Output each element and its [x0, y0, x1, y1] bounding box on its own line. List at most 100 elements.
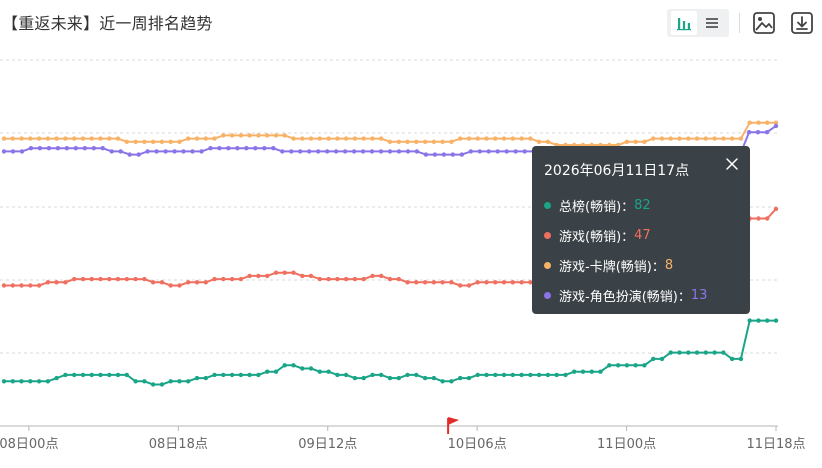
- data-point: [642, 139, 647, 144]
- data-point: [72, 372, 77, 378]
- data-point: [440, 139, 445, 144]
- data-point: [589, 369, 594, 374]
- data-point: [256, 372, 261, 378]
- data-point: [712, 136, 717, 141]
- data-point: [554, 372, 559, 378]
- data-point: [343, 136, 349, 141]
- table-view-button[interactable]: [699, 11, 725, 35]
- data-point: [221, 133, 226, 138]
- data-point: [273, 270, 279, 275]
- data-point: [333, 149, 339, 154]
- data-point: [396, 149, 402, 154]
- data-point: [352, 276, 358, 282]
- series-overall: [1, 318, 779, 387]
- data-point: [19, 136, 24, 141]
- close-icon[interactable]: [724, 156, 740, 172]
- data-point: [1, 136, 7, 141]
- data-point: [335, 372, 340, 378]
- data-point: [168, 139, 173, 144]
- data-point: [405, 139, 410, 144]
- data-point: [747, 318, 752, 323]
- data-point: [466, 136, 472, 141]
- data-point: [351, 149, 357, 154]
- data-point: [238, 372, 244, 378]
- save-image-button[interactable]: [750, 9, 778, 37]
- data-point: [528, 372, 533, 378]
- series-dot: [544, 201, 551, 209]
- data-point: [633, 139, 638, 144]
- data-point: [686, 350, 691, 355]
- data-point: [405, 280, 410, 285]
- chart-view-button[interactable]: [671, 11, 697, 35]
- data-point: [504, 149, 509, 154]
- data-point: [422, 375, 428, 381]
- data-point: [307, 149, 312, 154]
- data-point: [432, 152, 438, 157]
- data-point: [168, 283, 173, 288]
- data-point: [159, 280, 165, 285]
- data-point: [370, 136, 375, 141]
- data-point: [159, 139, 165, 144]
- tooltip-row-value: 8: [664, 257, 674, 273]
- data-point: [194, 280, 200, 285]
- tooltip-row-value: 13: [690, 287, 708, 303]
- data-point: [89, 276, 94, 282]
- data-point: [361, 136, 366, 141]
- data-point: [115, 372, 121, 378]
- data-point: [133, 379, 138, 384]
- data-point: [387, 375, 393, 381]
- data-point: [519, 372, 524, 378]
- tooltip-title: 2026年06月11日17点: [544, 163, 690, 179]
- data-point: [109, 149, 114, 154]
- data-point: [466, 375, 472, 381]
- data-point: [136, 152, 141, 157]
- data-point: [513, 149, 518, 154]
- data-point: [247, 372, 252, 378]
- data-point: [107, 372, 112, 378]
- data-point: [493, 136, 498, 141]
- data-point: [291, 363, 296, 368]
- x-tick-label: 09日12点: [298, 437, 357, 452]
- flag-icon: [448, 417, 460, 425]
- x-tick-label: 08日18点: [149, 437, 208, 452]
- data-point: [107, 276, 112, 282]
- data-point: [756, 216, 761, 221]
- data-point: [247, 133, 252, 138]
- data-point: [142, 379, 147, 384]
- data-point: [765, 318, 770, 323]
- data-point: [414, 280, 419, 285]
- data-point: [19, 283, 24, 288]
- data-point: [163, 149, 168, 154]
- data-point: [36, 379, 42, 384]
- data-point: [36, 283, 42, 288]
- data-point: [747, 120, 752, 125]
- tooltip-row-game: 游戏(畅销)： 47: [544, 220, 738, 250]
- data-point: [124, 372, 129, 378]
- data-point: [265, 273, 270, 279]
- data-point: [729, 356, 735, 362]
- data-point: [703, 136, 708, 141]
- data-point: [703, 350, 708, 355]
- data-point: [414, 372, 419, 378]
- data-point: [177, 379, 182, 384]
- data-point: [28, 146, 34, 151]
- data-point: [466, 283, 472, 288]
- data-point: [440, 379, 445, 384]
- data-point: [28, 136, 33, 141]
- data-point: [159, 382, 165, 387]
- data-point: [308, 273, 314, 279]
- data-point: [98, 276, 103, 282]
- data-point: [253, 146, 258, 151]
- data-point: [145, 149, 150, 154]
- data-point: [256, 133, 261, 138]
- data-point: [54, 280, 59, 285]
- data-point: [212, 136, 217, 141]
- tooltip-row-label: 总榜(畅销)：: [559, 199, 635, 215]
- data-point: [229, 276, 235, 282]
- download-button[interactable]: [788, 9, 816, 37]
- data-point: [181, 149, 186, 154]
- data-point: [63, 372, 68, 378]
- data-point: [115, 136, 121, 141]
- data-point: [63, 280, 68, 285]
- data-point: [282, 270, 287, 275]
